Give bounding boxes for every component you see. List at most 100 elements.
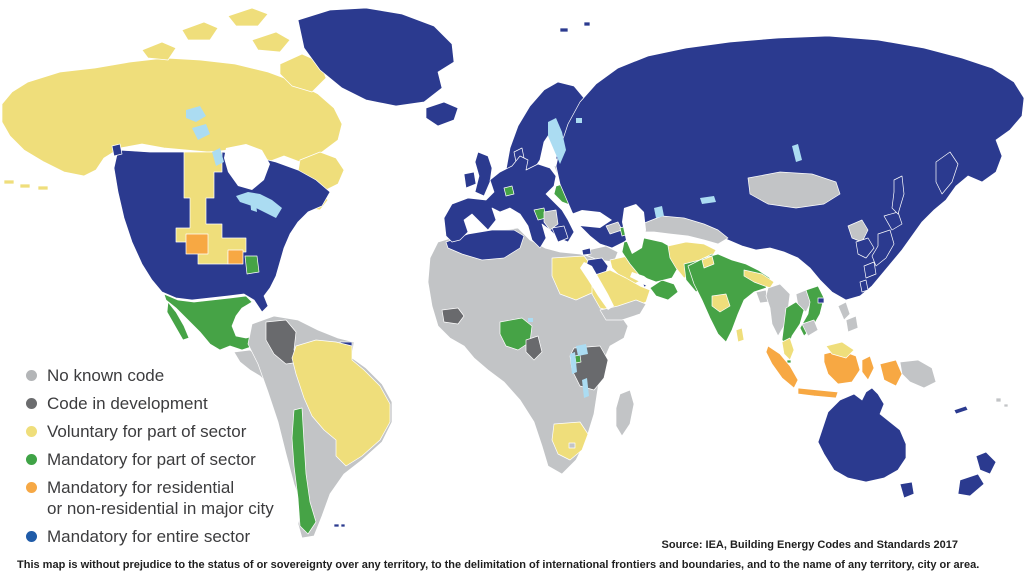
region-philippines <box>837 301 851 321</box>
region-new-caledonia <box>953 405 969 415</box>
region-bc-coast <box>111 143 123 157</box>
lake-victoria <box>576 344 588 356</box>
region-cambodia <box>801 319 819 337</box>
region-falklands <box>340 523 346 528</box>
great-slave-lake <box>192 124 210 140</box>
region-aleutians <box>3 179 15 185</box>
region-java <box>797 387 839 399</box>
legend-label: Mandatory for part of sector <box>47 450 256 469</box>
legend-item-no-known-code: No known code <box>26 365 356 386</box>
legend-dot-darkgray-icon <box>26 398 37 409</box>
region-serbia-bosnia <box>543 209 559 231</box>
lake-ladoga <box>576 118 582 123</box>
red-sea <box>580 262 614 310</box>
hudson-bay <box>224 144 270 190</box>
region-central-asia <box>641 215 729 245</box>
region-svalbard <box>559 27 569 33</box>
source-attribution: Source: IEA, Building Energy Codes and S… <box>661 539 958 551</box>
region-west-papua <box>879 359 903 387</box>
region-svalbard <box>583 21 591 27</box>
region-sulawesi <box>861 355 875 381</box>
region-south-korea <box>855 237 875 259</box>
region-india-central-patch <box>711 293 731 313</box>
legend-item-mandatory-part: Mandatory for part of sector <box>26 449 356 470</box>
region-tasmania <box>899 481 915 499</box>
region-nigeria <box>499 317 533 351</box>
legend-item-voluntary: Voluntary for part of sector <box>26 421 356 442</box>
region-us-southwest-patch <box>185 233 209 255</box>
region-mongolia <box>747 171 841 209</box>
legend-label: Mandatory for residential or non-resident… <box>47 477 274 519</box>
region-falklands <box>333 523 340 528</box>
region-arctic-island <box>227 7 269 27</box>
legend-item-mandatory-entire: Mandatory for entire sector <box>26 526 356 547</box>
legend-dot-yellow-icon <box>26 426 37 437</box>
legend-label: Code in development <box>47 394 208 413</box>
lake-balkhash <box>700 196 716 204</box>
region-hainan <box>817 297 825 304</box>
region-greece <box>551 225 569 243</box>
legend: No known code Code in development Volunt… <box>26 365 356 554</box>
region-philippines <box>845 315 859 333</box>
legend-label: Voluntary for part of sector <box>47 422 247 441</box>
legend-item-code-in-development: Code in development <box>26 393 356 414</box>
region-uk <box>474 151 493 197</box>
legend-dot-green-icon <box>26 454 37 465</box>
region-senegal <box>441 307 465 325</box>
legend-dot-orange-icon <box>26 482 37 493</box>
region-kyushu <box>863 261 877 279</box>
region-mainland-europe <box>443 155 575 249</box>
region-sumatra <box>765 345 799 389</box>
region-arctic-island <box>141 41 177 61</box>
caspian-sea <box>622 204 646 254</box>
legend-dot-gray-icon <box>26 370 37 381</box>
region-borneo-malaysia <box>825 341 855 359</box>
region-taiwan <box>859 279 869 293</box>
region-fiji <box>995 397 1002 403</box>
region-oman-uae <box>649 279 679 301</box>
lake-chad <box>528 318 533 322</box>
lake-baikal <box>792 144 802 162</box>
lake-tanganyika <box>570 352 577 374</box>
region-honshu <box>871 229 895 267</box>
great-bear-lake <box>186 106 206 122</box>
region-algeria-tunisia <box>445 229 525 261</box>
region-india <box>687 253 771 343</box>
region-sakhalin <box>891 175 905 215</box>
region-hokkaido <box>883 211 903 231</box>
region-cameroon <box>525 335 543 361</box>
region-kamchatka <box>935 151 959 195</box>
region-sri-lanka <box>735 327 745 343</box>
persian-gulf <box>630 272 652 287</box>
legend-item-mandatory-city: Mandatory for residential or non-resident… <box>26 477 356 519</box>
region-fiji <box>1003 403 1009 408</box>
region-switzerland <box>503 185 515 197</box>
legend-label: No known code <box>47 366 165 385</box>
region-australia <box>817 387 907 483</box>
region-nz-south <box>957 473 985 497</box>
region-kashmir-patch <box>701 255 715 269</box>
legend-dot-blue-icon <box>26 531 37 542</box>
region-arctic-island <box>251 31 291 53</box>
region-us-gulf-patch <box>244 255 260 275</box>
region-madagascar <box>615 389 635 437</box>
legend-label-line2: or non-residential in major city <box>47 499 274 518</box>
region-iceland <box>425 101 459 127</box>
region-mexico <box>163 293 255 351</box>
region-chile <box>291 407 317 535</box>
region-nz-north <box>975 451 997 475</box>
region-greenland <box>297 7 455 107</box>
region-papua-new-guinea <box>899 359 937 389</box>
legend-label-line1: Mandatory for residential <box>47 478 235 497</box>
great-lakes <box>236 192 282 218</box>
region-baja <box>166 301 190 341</box>
region-ireland <box>463 171 477 189</box>
region-aleutians <box>37 185 49 191</box>
aral-sea <box>654 206 664 218</box>
region-lesotho <box>568 442 576 449</box>
region-thailand <box>781 301 805 349</box>
black-sea <box>566 210 612 228</box>
region-aleutians <box>19 183 31 189</box>
